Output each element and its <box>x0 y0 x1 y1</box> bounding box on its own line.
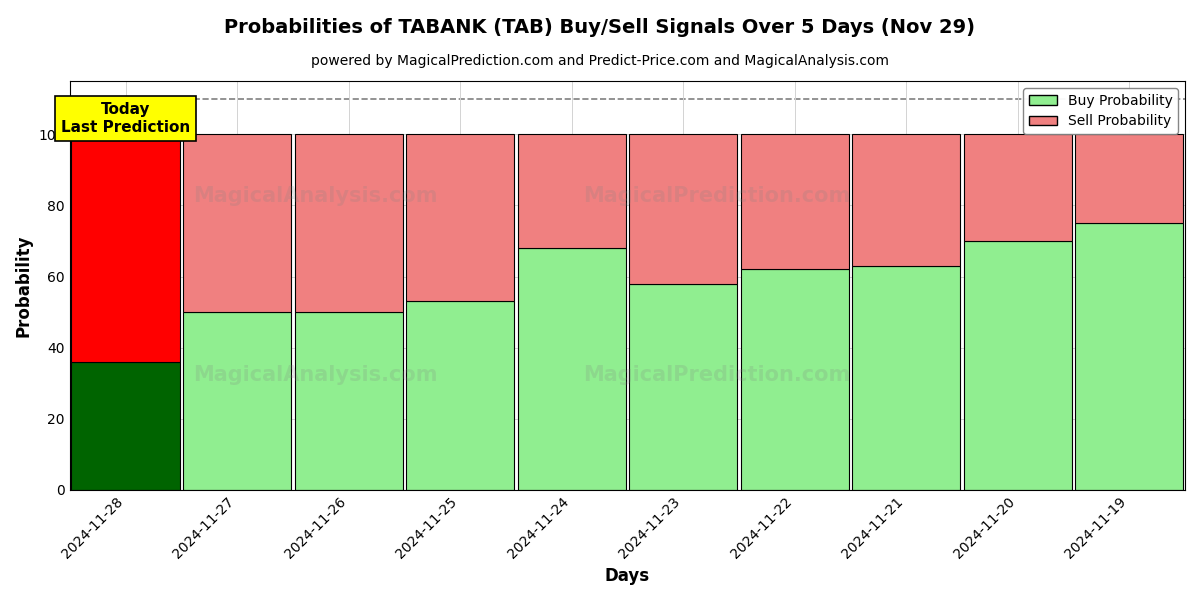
Text: MagicalAnalysis.com: MagicalAnalysis.com <box>193 185 437 206</box>
Text: Probabilities of TABANK (TAB) Buy/Sell Signals Over 5 Days (Nov 29): Probabilities of TABANK (TAB) Buy/Sell S… <box>224 18 976 37</box>
Text: MagicalPrediction.com: MagicalPrediction.com <box>583 365 851 385</box>
Bar <box>294 134 403 312</box>
Text: MagicalAnalysis.com: MagicalAnalysis.com <box>193 365 437 385</box>
Text: MagicalPrediction.com: MagicalPrediction.com <box>583 185 851 206</box>
Bar <box>740 269 848 490</box>
Bar <box>964 134 1072 241</box>
Bar <box>182 134 292 312</box>
Text: powered by MagicalPrediction.com and Predict-Price.com and MagicalAnalysis.com: powered by MagicalPrediction.com and Pre… <box>311 54 889 68</box>
Bar <box>72 134 180 362</box>
Bar <box>629 284 737 490</box>
Bar <box>72 362 180 490</box>
Bar <box>852 134 960 266</box>
Bar <box>629 134 737 284</box>
Bar <box>182 312 292 490</box>
Bar <box>517 134 625 248</box>
X-axis label: Days: Days <box>605 567 650 585</box>
Bar <box>1075 223 1183 490</box>
Bar <box>852 266 960 490</box>
Y-axis label: Probability: Probability <box>14 234 34 337</box>
Text: Today
Last Prediction: Today Last Prediction <box>61 103 190 135</box>
Bar <box>740 134 848 269</box>
Bar <box>964 241 1072 490</box>
Bar <box>1075 134 1183 223</box>
Legend: Buy Probability, Sell Probability: Buy Probability, Sell Probability <box>1024 88 1178 134</box>
Bar <box>517 248 625 490</box>
Bar <box>406 134 515 301</box>
Bar <box>294 312 403 490</box>
Bar <box>406 301 515 490</box>
